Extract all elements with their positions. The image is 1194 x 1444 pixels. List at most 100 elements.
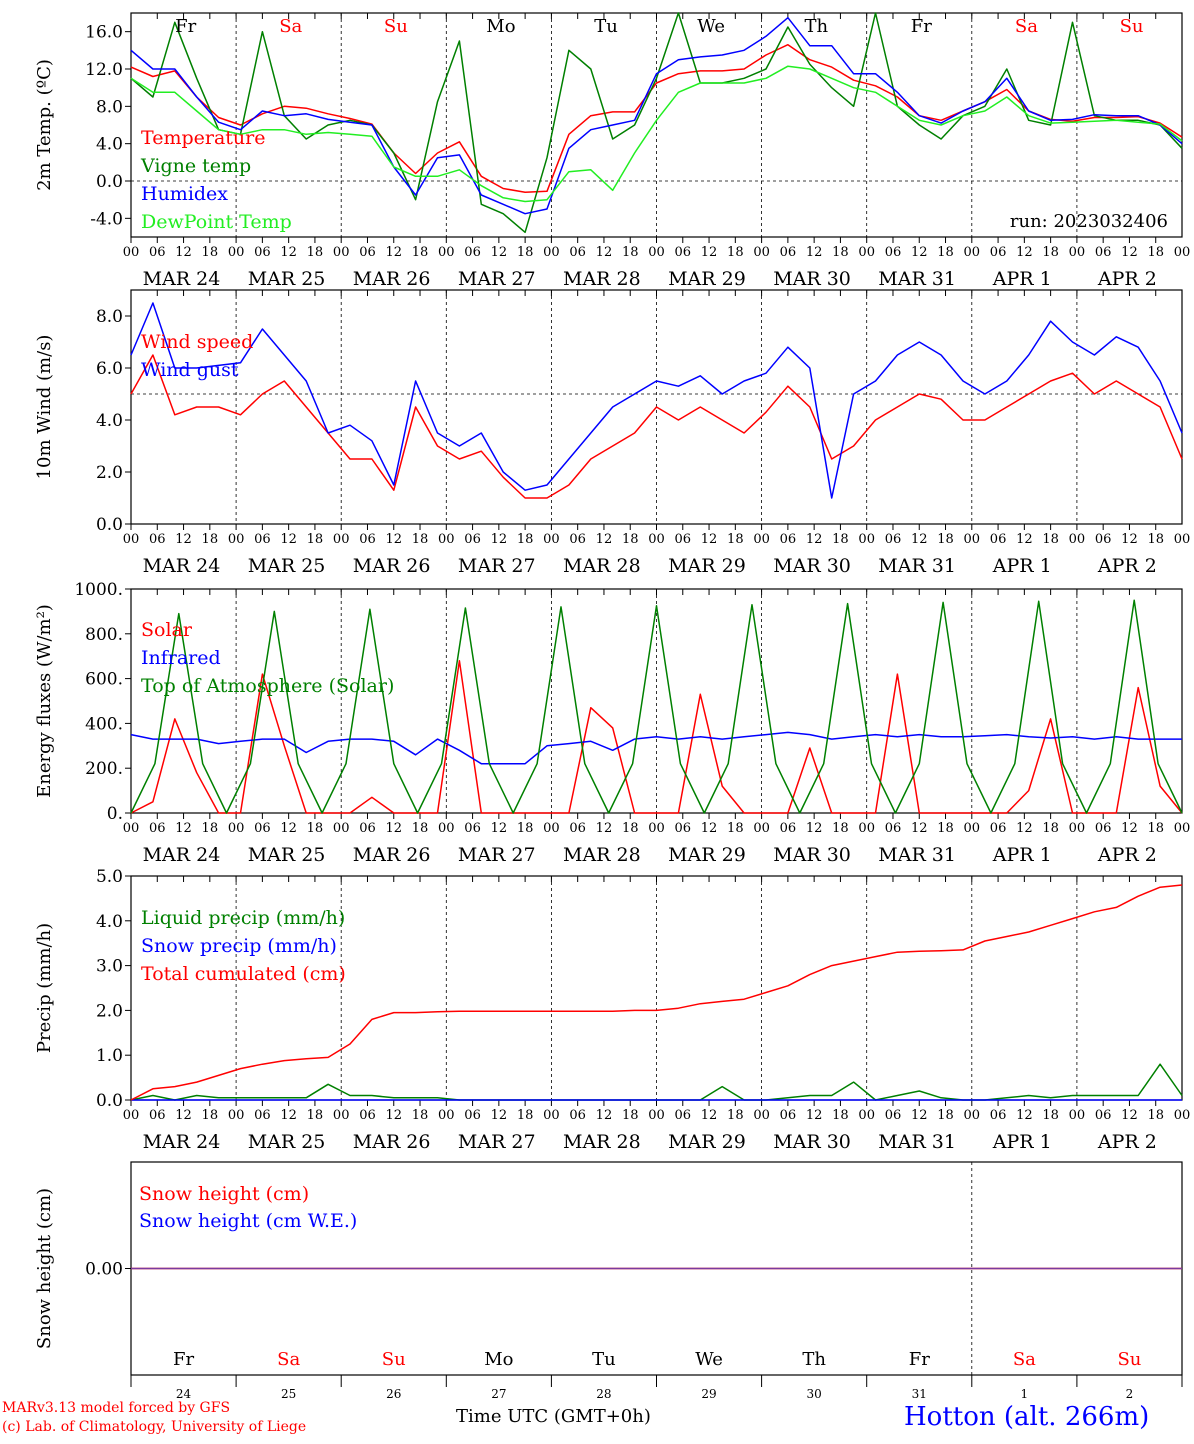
panel-3-hour-label: 18 <box>1147 821 1164 836</box>
panel-2-hour-label: 06 <box>149 532 166 547</box>
panel-2-hour-label: 12 <box>1121 532 1138 547</box>
panel-1-hour-label: 06 <box>990 245 1007 260</box>
weekday-label-bottom: Su <box>382 1349 406 1370</box>
panel-4-hour-label: 00 <box>228 1108 245 1123</box>
panel-2-series-line-1 <box>130 354 1183 499</box>
panel-1-hour-label: 12 <box>175 245 192 260</box>
panel-1-ytick-label: 4.0 <box>96 135 123 155</box>
panel-4-legend-3: Total cumulated (cm) <box>141 963 346 985</box>
panel-3-hour-label: 00 <box>123 821 140 836</box>
panel-2-hour-label: 00 <box>1069 532 1086 547</box>
panel-2-hour-label: 18 <box>937 532 954 547</box>
panel-1-run-annotation: run: 2023032406 <box>1010 211 1168 232</box>
panel-1-ytick-label: 0.0 <box>96 172 123 192</box>
panel-4-hour-label: 06 <box>359 1108 376 1123</box>
day-number-label: 25 <box>281 1387 296 1401</box>
panel-1-hour-label: 00 <box>753 245 770 260</box>
panel-2-ytick-label: 4.0 <box>96 411 123 431</box>
panel-1-hour-label: 00 <box>228 245 245 260</box>
panel-4-day-label: APR 2 <box>1097 1131 1157 1153</box>
weekday-label-top: We <box>697 16 725 37</box>
panel-2-day-label: MAR 25 <box>248 555 326 577</box>
panel-1-hour-label: 06 <box>1095 245 1112 260</box>
panel-3-hour-label: 12 <box>1121 821 1138 836</box>
panel-4-hour-label: 00 <box>858 1108 875 1123</box>
day-number-label: 26 <box>386 1387 401 1401</box>
panel-1-ytick-label: 16.0 <box>85 23 123 43</box>
panel-3-hour-label: 00 <box>333 821 350 836</box>
panel-3-hour-label: 12 <box>911 821 928 836</box>
panel-3-hour-label: 18 <box>412 821 429 836</box>
panel-3-ytick-label: 600. <box>85 670 123 690</box>
panel-1-hour-label: 00 <box>123 245 140 260</box>
panel-1-day-label: MAR 31 <box>878 268 956 290</box>
panel-1-series-line-2 <box>130 12 1183 234</box>
panel-3-hour-label: 12 <box>491 821 508 836</box>
panel-3-hour-label: 12 <box>280 821 297 836</box>
panel-1-legend-3: Humidex <box>141 183 228 205</box>
panel-2-day-label: MAR 27 <box>458 555 536 577</box>
panel-3-hour-label: 06 <box>254 821 271 836</box>
time-axis-label: Time UTC (GMT+0h) <box>456 1406 651 1427</box>
panel-3-hour-label: 06 <box>149 821 166 836</box>
panel-2-hour-label: 18 <box>307 532 324 547</box>
panel-4-hour-label: 18 <box>727 1108 744 1123</box>
panel-1-hour-label: 18 <box>517 245 534 260</box>
panel-4-hour-label: 00 <box>648 1108 665 1123</box>
weekday-label-bottom: Tu <box>592 1349 616 1370</box>
panel-2-hour-label: 06 <box>254 532 271 547</box>
panel-2-hour-label: 12 <box>1016 532 1033 547</box>
panel-4-day-label: MAR 28 <box>563 1131 641 1153</box>
panel-2-hour-label: 00 <box>333 532 350 547</box>
day-number-label: 24 <box>176 1387 192 1401</box>
panel-3-hour-label: 00 <box>648 821 665 836</box>
panel-1-hour-label: 12 <box>806 245 823 260</box>
panel-2-hour-label: 00 <box>228 532 245 547</box>
panel-2-day-label: MAR 28 <box>563 555 641 577</box>
panel-1-hour-label: 12 <box>701 245 718 260</box>
panel-2-legend-2: Wind gust <box>141 359 239 381</box>
panel-1-hour-label: 06 <box>359 245 376 260</box>
panel-3-hour-label: 06 <box>359 821 376 836</box>
panel-4-hour-label: 00 <box>438 1108 455 1123</box>
panel-1-hour-label: 00 <box>1069 245 1086 260</box>
panel-1-hour-label: 12 <box>1016 245 1033 260</box>
day-number-label: 2 <box>1126 1387 1134 1401</box>
panel-3-series-line-3 <box>130 599 1183 814</box>
panel-4-hour-label: 00 <box>543 1108 560 1123</box>
panel-3-hour-label: 00 <box>1174 821 1191 836</box>
panel-1-hour-label: 06 <box>254 245 271 260</box>
panel-3-hour-label: 12 <box>596 821 613 836</box>
panel-1-hour-label: 18 <box>832 245 849 260</box>
panel-3-hour-label: 00 <box>858 821 875 836</box>
panel-2-hour-label: 06 <box>990 532 1007 547</box>
panel-1-ytick-label: 8.0 <box>96 97 123 117</box>
panel-3-hour-label: 06 <box>780 821 797 836</box>
panel-4-hour-label: 18 <box>307 1108 324 1123</box>
panel-3-hour-label: 00 <box>1069 821 1086 836</box>
panel-3-day-label: MAR 29 <box>668 844 746 866</box>
panel-2-hour-label: 12 <box>280 532 297 547</box>
panel-3-day-label: MAR 31 <box>878 844 956 866</box>
panel-3-series-line-1 <box>130 659 1183 814</box>
panel-3-day-label: MAR 30 <box>773 844 851 866</box>
panel-2-hour-label: 18 <box>1042 532 1059 547</box>
panel-1-hour-label: 18 <box>622 245 639 260</box>
panel-4-hour-label: 12 <box>175 1108 192 1123</box>
panel-1-hour-label: 06 <box>675 245 692 260</box>
panel-2-ytick-label: 2.0 <box>96 463 123 483</box>
panel-4-hour-label: 00 <box>1174 1108 1191 1123</box>
panel-2-hour-label: 00 <box>753 532 770 547</box>
panel-1-day-label: APR 1 <box>992 268 1052 290</box>
panel-1-ylabel: 2m Temp. (ºC) <box>34 59 55 191</box>
weekday-label-top: Tu <box>594 16 618 37</box>
weekday-label-bottom: Sa <box>1013 1349 1036 1370</box>
panel-1-hour-label: 00 <box>648 245 665 260</box>
panel-4-hour-label: 12 <box>806 1108 823 1123</box>
panel-1-hour-label: 12 <box>1121 245 1138 260</box>
panel-4-ytick-label: 0.0 <box>96 1091 123 1111</box>
panel-4-hour-label: 06 <box>1095 1108 1112 1123</box>
day-number-label: 31 <box>912 1387 927 1401</box>
weekday-label-bottom: Mo <box>484 1349 513 1370</box>
panel-1-hour-label: 18 <box>937 245 954 260</box>
